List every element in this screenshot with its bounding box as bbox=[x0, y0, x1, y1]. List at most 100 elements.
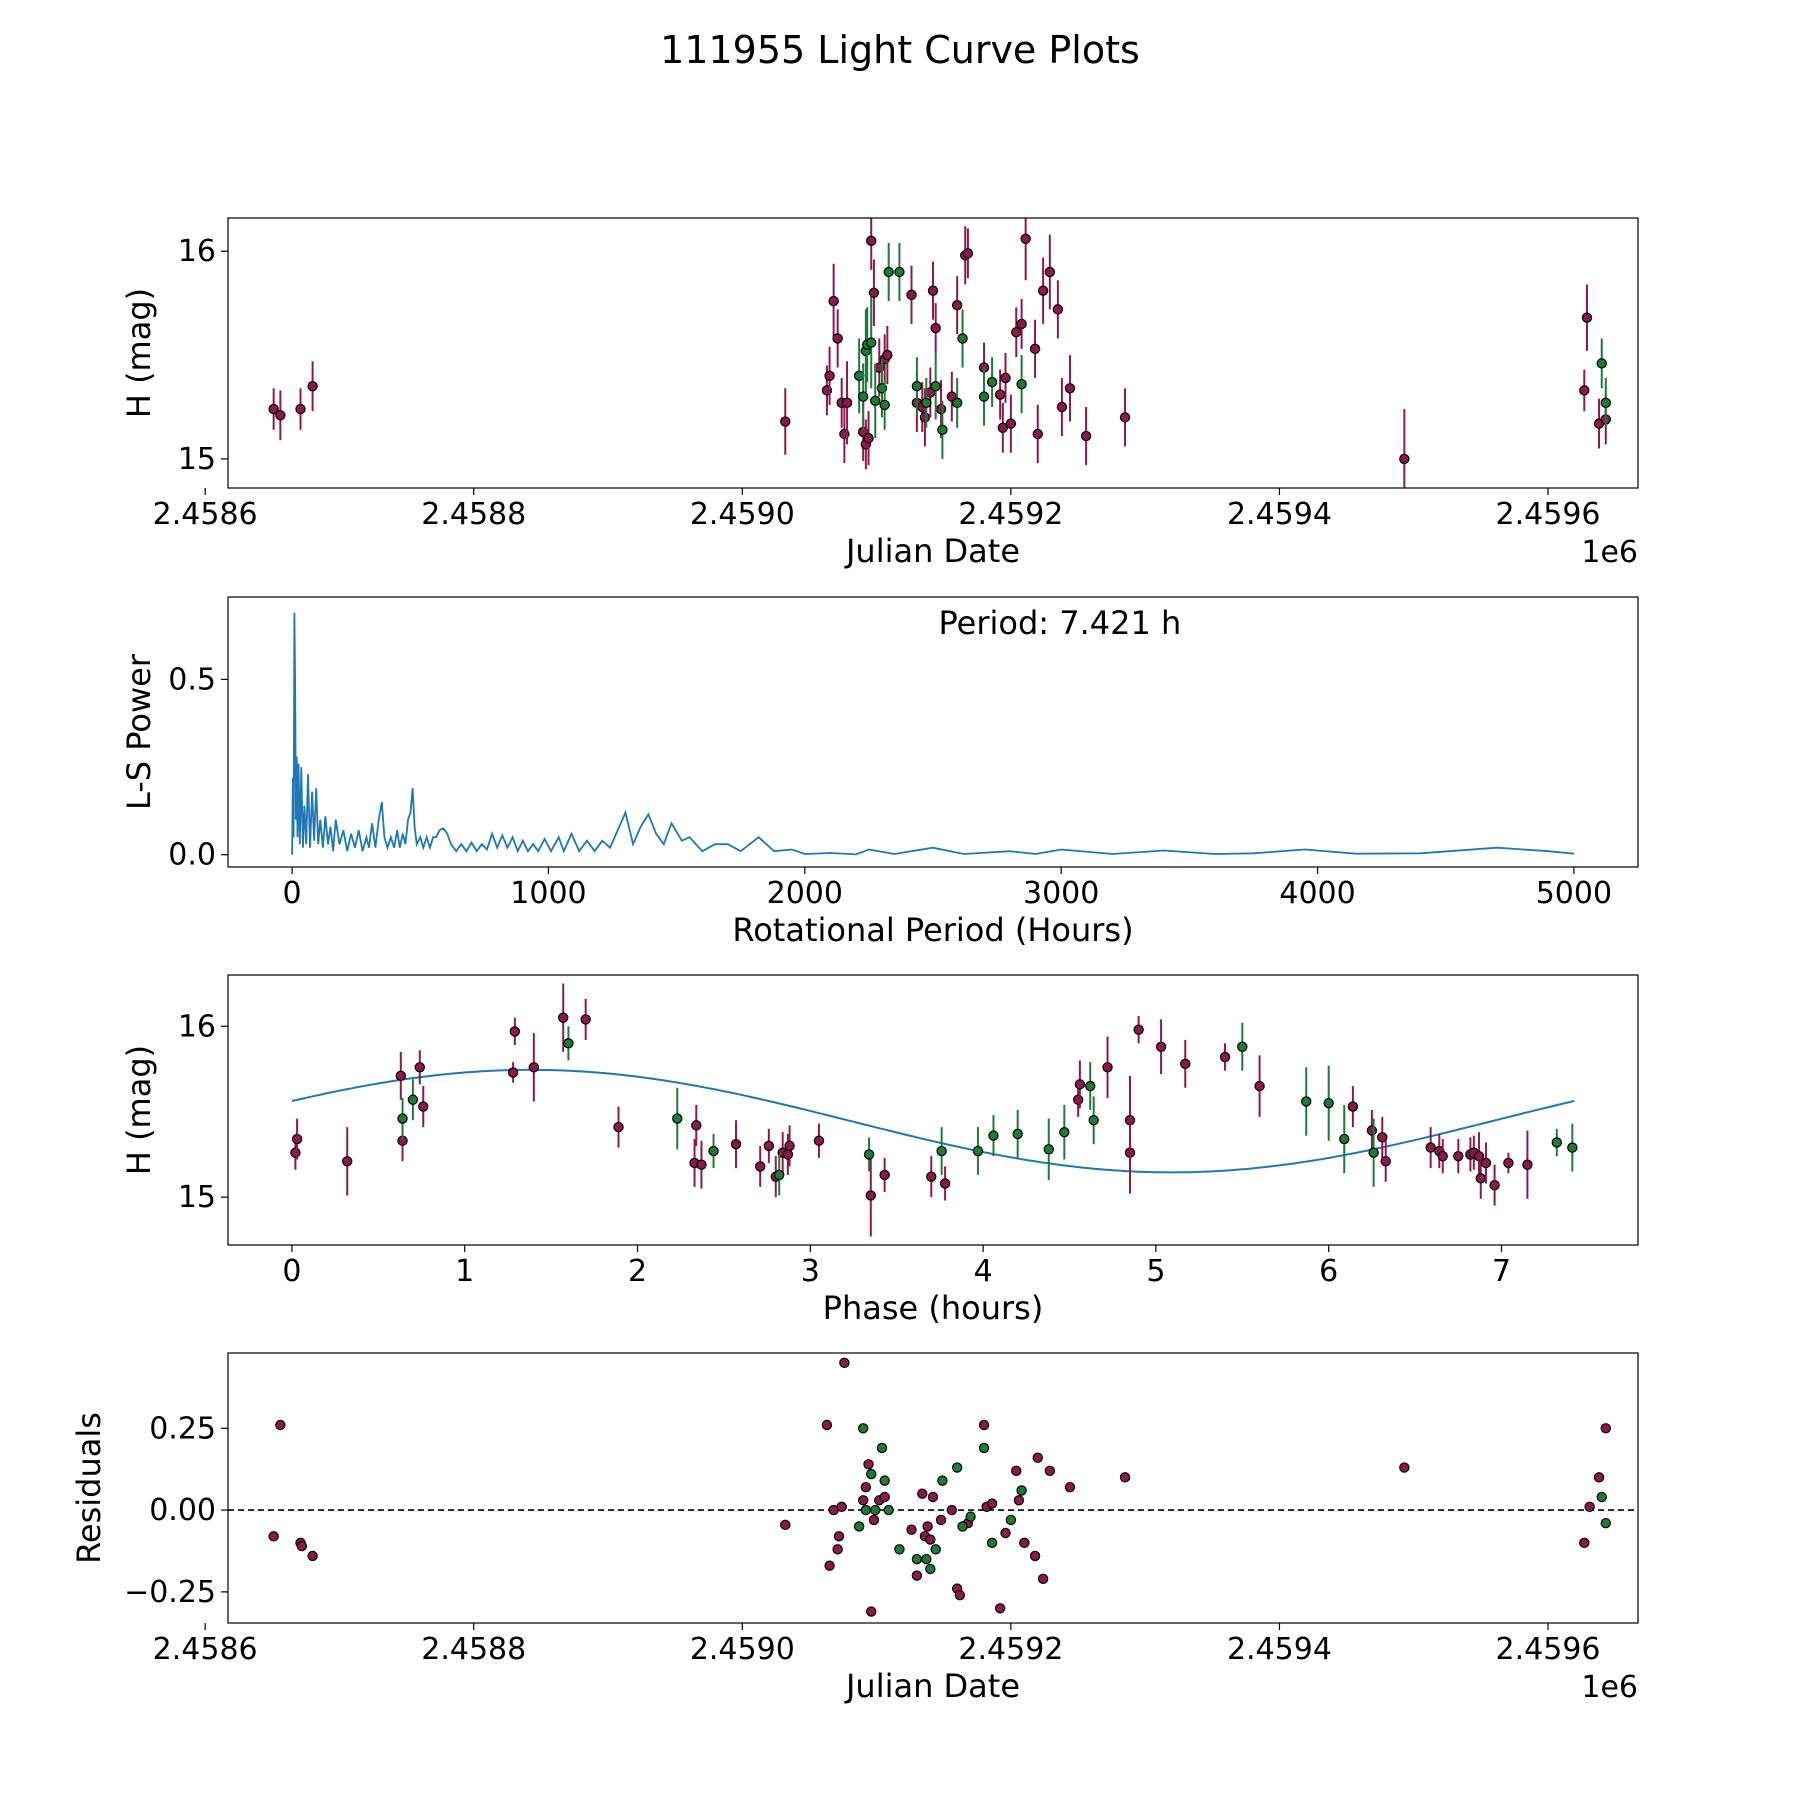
data-point-r bbox=[927, 285, 939, 296]
data-point-g bbox=[1016, 1485, 1027, 1496]
data-point-r bbox=[836, 1501, 847, 1513]
data-point-r bbox=[911, 1570, 923, 1581]
data-point-r bbox=[866, 235, 877, 247]
data-point-g bbox=[986, 1537, 998, 1549]
data-point-r bbox=[868, 287, 880, 298]
data-point-r bbox=[939, 1178, 951, 1189]
x-tick-label: 2.4590 bbox=[690, 1632, 795, 1667]
y-tick-label: 0.5 bbox=[168, 662, 216, 697]
data-point-r bbox=[1011, 1465, 1022, 1477]
data-point-r bbox=[691, 1120, 702, 1131]
data-point-r bbox=[307, 381, 318, 392]
data-point-r bbox=[1032, 1452, 1043, 1463]
data-point-g bbox=[921, 397, 932, 409]
data-point-r bbox=[954, 1589, 966, 1601]
data-point-r bbox=[268, 403, 279, 415]
y-axis-label: H (mag) bbox=[120, 1045, 158, 1175]
data-point-r bbox=[1399, 453, 1410, 465]
data-point-r bbox=[1032, 428, 1043, 440]
data-point-r bbox=[1119, 412, 1131, 423]
x-tick-label: 3000 bbox=[1023, 876, 1099, 911]
data-point-r bbox=[1016, 318, 1027, 330]
data-point-r bbox=[1347, 1101, 1359, 1112]
data-point-r bbox=[1489, 1179, 1500, 1191]
data-point-r bbox=[342, 1156, 353, 1167]
data-point-g bbox=[857, 391, 869, 402]
lightcurve-panel: 2.4586 2.4588 2.4590 2.4592 2.4594 2.4596 15 16… bbox=[120, 217, 1639, 570]
x-axis-label: Rotational Period (Hours) bbox=[732, 911, 1133, 949]
data-point-r bbox=[994, 389, 1006, 400]
data-point-r bbox=[1453, 1150, 1464, 1162]
residuals-plot-area bbox=[228, 1357, 1638, 1617]
data-point-r bbox=[1133, 1024, 1144, 1035]
lightcurve-frame bbox=[227, 217, 1639, 489]
data-point-r bbox=[841, 397, 853, 409]
data-point-g bbox=[860, 1504, 872, 1516]
data-point-r bbox=[824, 370, 835, 382]
data-point-g bbox=[863, 1149, 875, 1160]
data-point-g bbox=[937, 1475, 948, 1486]
data-point-g bbox=[708, 1145, 719, 1157]
y-tick-label: 0.0 bbox=[168, 838, 216, 873]
data-point-g bbox=[1567, 1142, 1578, 1153]
data-point-r bbox=[528, 1062, 540, 1073]
data-point-r bbox=[1180, 1058, 1191, 1070]
data-point-r bbox=[296, 1540, 308, 1552]
x-axis-label: Julian Date bbox=[844, 1667, 1020, 1705]
data-point-r bbox=[1600, 1423, 1611, 1434]
phased-lightcurve-panel: 0 1 2 3 4 5 6 7 15 16 Phase (hours) H (mag) bbox=[120, 974, 1639, 1327]
data-point-g bbox=[911, 381, 923, 392]
data-point-r bbox=[863, 432, 874, 444]
data-point-g bbox=[1323, 1097, 1334, 1109]
x-tick-label: 6 bbox=[1319, 1254, 1338, 1289]
data-point-r bbox=[813, 1135, 825, 1146]
data-point-r bbox=[1064, 1481, 1076, 1493]
phased-frame bbox=[227, 974, 1639, 1246]
data-point-r bbox=[1072, 1094, 1084, 1105]
x-tick-label: 2 bbox=[628, 1254, 647, 1289]
data-point-r bbox=[1437, 1150, 1448, 1162]
data-point-g bbox=[937, 424, 948, 436]
data-point-r bbox=[696, 1159, 707, 1170]
data-point-r bbox=[935, 403, 947, 415]
data-point-r bbox=[926, 1171, 937, 1182]
x-tick-label: 4000 bbox=[1279, 876, 1355, 911]
data-point-r bbox=[1380, 1156, 1391, 1167]
data-point-g bbox=[1600, 1517, 1611, 1529]
data-point-g bbox=[563, 1038, 574, 1049]
data-point-r bbox=[1044, 266, 1056, 278]
data-point-g bbox=[1551, 1137, 1562, 1148]
data-point-g bbox=[883, 266, 894, 278]
x-tick-label: 2.4588 bbox=[421, 497, 526, 532]
data-point-g bbox=[988, 1130, 999, 1141]
data-point-r bbox=[780, 1519, 791, 1531]
data-point-r bbox=[1064, 383, 1076, 394]
data-point-g bbox=[866, 337, 877, 348]
data-point-r bbox=[1119, 1472, 1131, 1483]
data-point-r bbox=[832, 333, 843, 344]
data-point-g bbox=[894, 266, 905, 278]
data-point-r bbox=[1037, 285, 1049, 296]
data-point-r bbox=[580, 1014, 591, 1025]
x-tick-label: 1000 bbox=[510, 876, 586, 911]
periodogram-line bbox=[291, 612, 1574, 856]
data-point-g bbox=[957, 1521, 968, 1532]
data-point-g bbox=[879, 399, 890, 411]
data-point-r bbox=[414, 1062, 426, 1073]
data-point-r bbox=[1366, 1125, 1378, 1136]
data-point-g bbox=[672, 1113, 683, 1124]
data-point-g bbox=[986, 376, 998, 388]
data-point-g bbox=[883, 1504, 894, 1516]
data-point-g bbox=[930, 1544, 941, 1555]
data-point-r bbox=[1480, 1157, 1492, 1169]
y-tick-label: 16 bbox=[178, 234, 216, 269]
data-point-r bbox=[1425, 1142, 1436, 1153]
data-point-g bbox=[978, 1442, 990, 1454]
data-point-r bbox=[946, 1504, 958, 1516]
data-point-r bbox=[882, 349, 893, 361]
x-tick-label: 2.4586 bbox=[153, 1632, 258, 1667]
data-point-g bbox=[925, 1563, 936, 1575]
y-tick-label: 16 bbox=[178, 1009, 216, 1044]
data-point-r bbox=[291, 1133, 303, 1145]
y-axis-label: L-S Power bbox=[120, 653, 158, 810]
